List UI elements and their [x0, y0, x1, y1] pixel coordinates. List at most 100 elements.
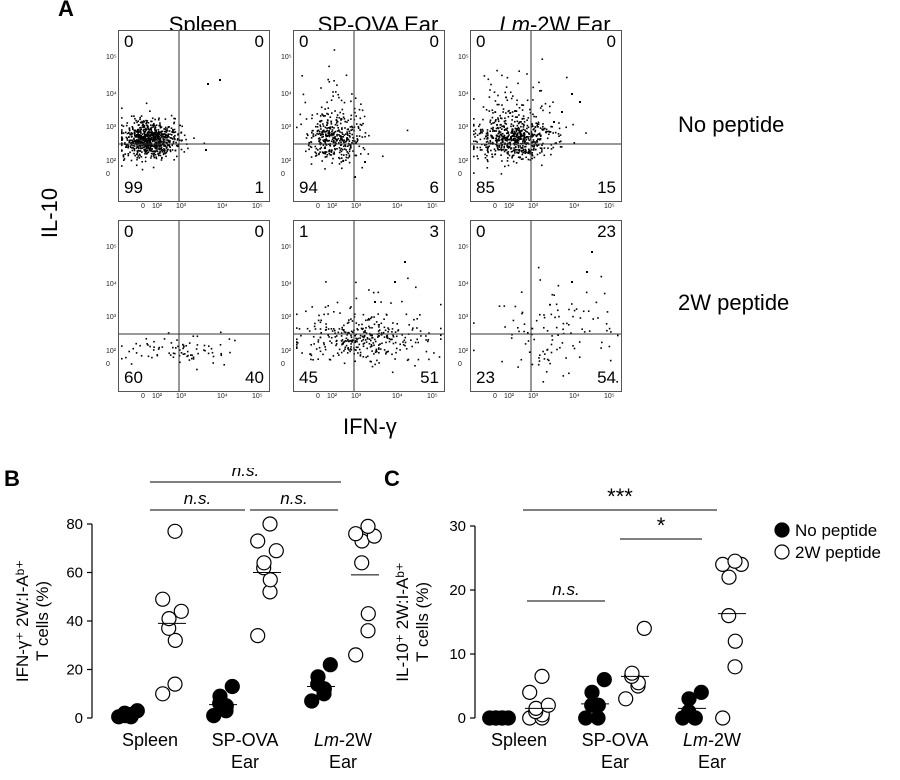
quadrant-value-lr: 6	[429, 178, 439, 197]
facs-event	[473, 147, 475, 149]
facs-event	[477, 157, 479, 160]
facs-event	[486, 147, 489, 150]
facs-event	[328, 134, 330, 136]
facs-event	[307, 144, 310, 147]
facs-event	[377, 313, 379, 315]
facs-event	[531, 327, 534, 330]
facs-event	[539, 147, 542, 149]
facs-event	[319, 124, 321, 126]
facs-event	[330, 99, 333, 101]
facs-event	[355, 123, 358, 125]
facs-event	[537, 123, 540, 125]
facs-event	[136, 153, 138, 155]
facs-event	[138, 141, 140, 144]
facs-event	[334, 136, 336, 138]
facs-event	[348, 331, 350, 334]
facs-event	[121, 149, 123, 152]
facs-event	[141, 161, 143, 163]
facs-y-tick: 10³	[281, 314, 292, 321]
facs-event	[330, 120, 332, 123]
facs-event	[154, 133, 157, 135]
facs-event	[517, 144, 520, 147]
facs-event	[345, 159, 347, 161]
facs-event	[491, 141, 494, 144]
facs-event	[391, 328, 394, 330]
facs-event	[343, 134, 346, 136]
significance-label: n.s.	[184, 489, 211, 508]
facs-event	[511, 119, 513, 121]
facs-event	[321, 131, 323, 133]
facs-y-tick: 10⁵	[106, 244, 117, 251]
facs-event	[143, 139, 146, 142]
facs-event	[518, 138, 521, 140]
facs-event	[539, 279, 542, 281]
facs-event	[506, 140, 508, 142]
facs-event	[151, 139, 154, 141]
facs-event	[143, 130, 145, 133]
facs-event	[498, 139, 500, 142]
facs-event	[440, 334, 442, 337]
facs-event	[125, 356, 127, 359]
facs-event	[358, 324, 360, 326]
facs-event	[524, 129, 526, 131]
facs-event	[352, 150, 354, 152]
facs-event	[359, 351, 362, 354]
facs-event	[326, 124, 328, 126]
facs-event	[502, 137, 504, 140]
facs-event	[322, 115, 325, 117]
facs-event	[511, 135, 514, 137]
facs-event	[573, 347, 576, 350]
facs-event	[558, 315, 560, 318]
facs-event	[375, 349, 377, 352]
facs-dots	[121, 331, 236, 371]
facs-event	[176, 339, 178, 341]
facs-y-tick: 0	[106, 171, 110, 178]
facs-event	[427, 338, 430, 341]
facs-event	[197, 352, 199, 355]
facs-event	[360, 327, 363, 330]
facs-event	[327, 127, 330, 129]
facs-event	[174, 131, 177, 133]
facs-event	[338, 354, 340, 356]
quadrant-value-ul: 1	[299, 222, 309, 241]
facs-event	[318, 130, 321, 133]
facs-event	[385, 353, 387, 355]
facs-event	[322, 353, 324, 356]
facs-event	[551, 126, 553, 128]
facs-y-tick: 10³	[106, 124, 117, 131]
data-point-2w-peptide	[173, 603, 189, 619]
facs-event	[179, 361, 181, 364]
facs-event	[300, 123, 302, 126]
facs-event	[521, 117, 524, 120]
facs-event	[497, 149, 500, 151]
facs-event	[496, 147, 499, 149]
facs-event	[416, 318, 418, 320]
facs-event	[155, 129, 157, 131]
facs-event	[548, 131, 551, 133]
facs-event	[137, 155, 140, 157]
y-tick-label: 0	[458, 710, 466, 727]
facs-event	[537, 144, 540, 146]
facs-event	[185, 345, 187, 347]
facs-event	[506, 151, 509, 154]
facs-x-tick: 10²	[327, 203, 338, 210]
facs-event	[517, 146, 520, 149]
facs-event	[542, 128, 545, 130]
facs-event	[359, 355, 362, 357]
facs-event	[505, 112, 507, 114]
facs-event	[310, 146, 313, 149]
facs-event	[501, 74, 503, 77]
facs-event	[170, 134, 173, 136]
facs-event	[122, 154, 125, 156]
facs-event	[492, 128, 494, 130]
facs-event	[370, 339, 372, 342]
facs-event	[163, 150, 166, 153]
facs-y-tick: 10³	[458, 124, 469, 131]
facs-event	[493, 91, 496, 93]
facs-event	[362, 313, 365, 316]
y-tick-label: 10	[449, 646, 466, 663]
facs-event	[323, 313, 325, 316]
facs-event	[138, 153, 141, 156]
facs-event	[152, 132, 154, 135]
facs-event	[161, 130, 164, 133]
